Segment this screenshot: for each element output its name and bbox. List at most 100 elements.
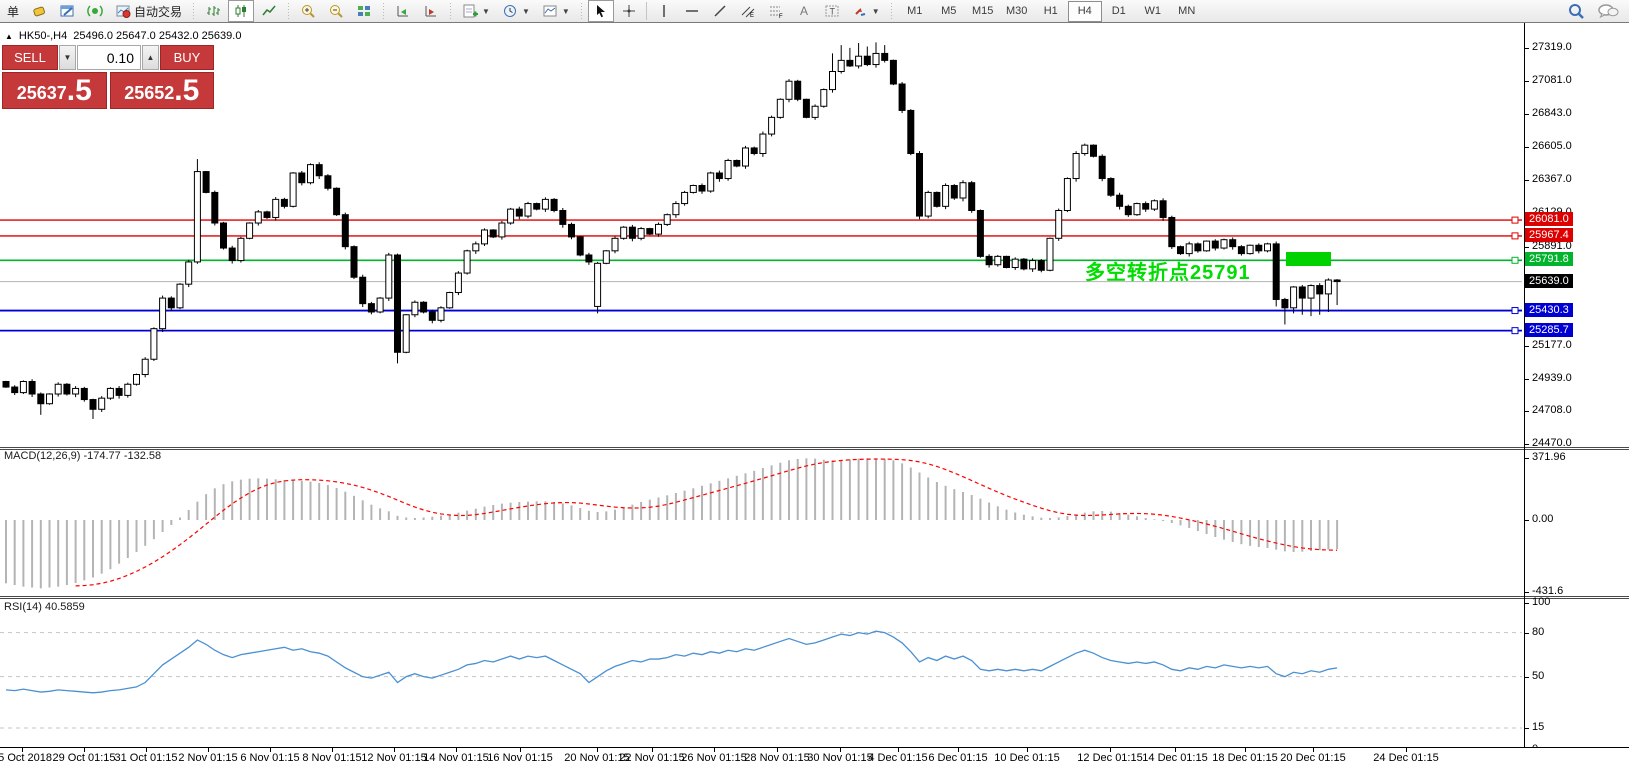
zoom-out-button[interactable] xyxy=(323,0,349,22)
candlestick-chart-icon xyxy=(235,5,247,17)
pane-separator[interactable] xyxy=(0,598,1629,599)
main-toolbar: 单 自动交易 ▼ ▼ xyxy=(0,0,1629,23)
volume-input[interactable]: 0.10 xyxy=(77,45,141,70)
toolbar-grip[interactable] xyxy=(578,3,584,19)
price-tag: 25430.3 xyxy=(1525,303,1573,317)
volume-decrease-button[interactable]: ▼ xyxy=(59,45,76,70)
timeframe-mn[interactable]: MN xyxy=(1178,5,1196,17)
time-tick-mark xyxy=(714,748,715,752)
timeframe-m30[interactable]: M30 xyxy=(1006,5,1028,17)
zoom-in-button[interactable] xyxy=(295,0,321,22)
trendline-button[interactable] xyxy=(707,0,733,22)
new-chart-icon xyxy=(463,4,479,18)
cursor-button[interactable] xyxy=(587,0,614,22)
toolbar-grip[interactable] xyxy=(191,3,197,19)
horizontal-line-button[interactable] xyxy=(679,0,705,22)
line-chart-icon xyxy=(262,5,276,16)
line-chart-button[interactable] xyxy=(256,0,282,22)
fibonacci-button[interactable]: F xyxy=(763,0,789,22)
price-tick-label: 27319.0 xyxy=(1532,41,1572,53)
collapse-panel-icon[interactable]: ▲ xyxy=(5,31,13,41)
sell-price-button[interactable]: 25637 .5 xyxy=(2,72,107,109)
price-tick-label: 26843.0 xyxy=(1532,107,1572,119)
zoom-in-icon xyxy=(302,5,315,18)
timeframe-h4[interactable]: H4 xyxy=(1067,0,1102,22)
price-tick-mark xyxy=(1524,444,1529,445)
price-tick-label: 24939.0 xyxy=(1532,372,1572,384)
tile-windows-button[interactable] xyxy=(351,0,377,22)
price-tick-label: 24708.0 xyxy=(1532,404,1572,416)
chat-icon[interactable] xyxy=(1597,2,1619,20)
auto-trading-button[interactable]: 自动交易 xyxy=(110,0,187,22)
timeframe-m1[interactable]: M1 xyxy=(907,5,923,17)
price-tick-mark xyxy=(1524,180,1529,181)
vertical-line-button[interactable] xyxy=(651,0,677,22)
timeframe-h1[interactable]: H1 xyxy=(1043,5,1058,17)
period-button[interactable]: ▼ xyxy=(497,0,535,22)
toolbar-grip[interactable] xyxy=(286,3,292,19)
price-tag: 25967.4 xyxy=(1525,228,1573,242)
chart-shift-button[interactable] xyxy=(418,0,444,22)
time-tick-mark xyxy=(1406,748,1407,752)
bar-chart-button[interactable] xyxy=(200,0,226,22)
time-tick-label: 10 Dec 01:15 xyxy=(994,752,1060,764)
svg-text:T: T xyxy=(829,7,835,17)
pane-separator[interactable] xyxy=(0,449,1629,450)
timeframe-m5[interactable]: M5 xyxy=(941,5,957,17)
chart-shift-icon xyxy=(425,6,437,17)
arrows-button[interactable]: ▼ xyxy=(847,0,885,22)
pane-separator[interactable] xyxy=(0,596,1629,597)
timeframe-toolbar: M1 M5 M15 M30 H1 H4 D1 W1 MN xyxy=(898,0,1204,22)
price-tick-label: 25177.0 xyxy=(1532,339,1572,351)
text-button[interactable]: A xyxy=(791,0,817,22)
chart-header: ▲ HK50-,H4 25496.0 25647.0 25432.0 25639… xyxy=(5,30,241,42)
line-handle xyxy=(1511,216,1519,224)
timeframe-m15[interactable]: M15 xyxy=(972,5,994,17)
time-axis-line xyxy=(0,747,1629,748)
toolbar-grip[interactable] xyxy=(888,3,894,19)
template-button[interactable]: ▼ xyxy=(537,0,575,22)
time-tick-label: 12 Nov 01:15 xyxy=(361,752,427,764)
equidistant-channel-button[interactable]: E xyxy=(735,0,761,22)
metaquotes-tag-button[interactable] xyxy=(26,0,52,22)
timeframe-d1[interactable]: D1 xyxy=(1111,5,1126,17)
time-tick-label: 26 Nov 01:15 xyxy=(681,752,747,764)
chart-canvas[interactable] xyxy=(0,23,1629,766)
time-tick-label: 6 Dec 01:15 xyxy=(928,752,988,764)
svg-text:E: E xyxy=(750,13,754,19)
time-tick-label: 31 Oct 01:15 xyxy=(114,752,178,764)
price-tag: 26081.0 xyxy=(1525,212,1573,226)
buy-button[interactable]: BUY xyxy=(160,45,214,70)
price-axis-line xyxy=(1524,23,1525,748)
equidistant-channel-icon: E xyxy=(741,6,755,19)
timeframe-w1[interactable]: W1 xyxy=(1144,5,1161,17)
candlestick-chart-button[interactable] xyxy=(228,0,255,22)
turning-point-annotation[interactable]: 多空转折点25791 xyxy=(1085,262,1251,284)
metaeditor-button[interactable] xyxy=(54,0,80,22)
volume-increase-button[interactable]: ▲ xyxy=(142,45,159,70)
search-icon[interactable] xyxy=(1567,2,1585,20)
sell-button[interactable]: SELL xyxy=(2,45,58,70)
signal-button[interactable] xyxy=(82,0,108,22)
time-tick-mark xyxy=(1110,748,1111,752)
time-tick-mark xyxy=(898,748,899,752)
crosshair-button[interactable] xyxy=(616,0,642,22)
toolbar-grip[interactable] xyxy=(448,3,454,19)
time-tick-label: 14 Nov 01:15 xyxy=(423,752,489,764)
chevron-down-icon: ▼ xyxy=(871,6,880,16)
new-order-button[interactable]: 单 xyxy=(2,0,24,22)
period-icon xyxy=(503,5,516,17)
time-tick-label: 12 Dec 01:15 xyxy=(1077,752,1143,764)
auto-scroll-button[interactable] xyxy=(390,0,416,22)
toolbar-grip[interactable] xyxy=(381,3,387,19)
time-tick-mark xyxy=(520,748,521,752)
new-chart-button[interactable]: ▼ xyxy=(457,0,495,22)
label-button[interactable]: T xyxy=(819,0,845,22)
signal-icon xyxy=(87,5,103,17)
price-tick-mark xyxy=(1524,379,1529,380)
pane-separator[interactable] xyxy=(0,447,1629,448)
time-tick-mark xyxy=(597,748,598,752)
time-tick-label: 20 Nov 01:15 xyxy=(564,752,630,764)
toolbar-right-group xyxy=(1567,2,1619,20)
buy-price-button[interactable]: 25652 .5 xyxy=(109,72,214,109)
